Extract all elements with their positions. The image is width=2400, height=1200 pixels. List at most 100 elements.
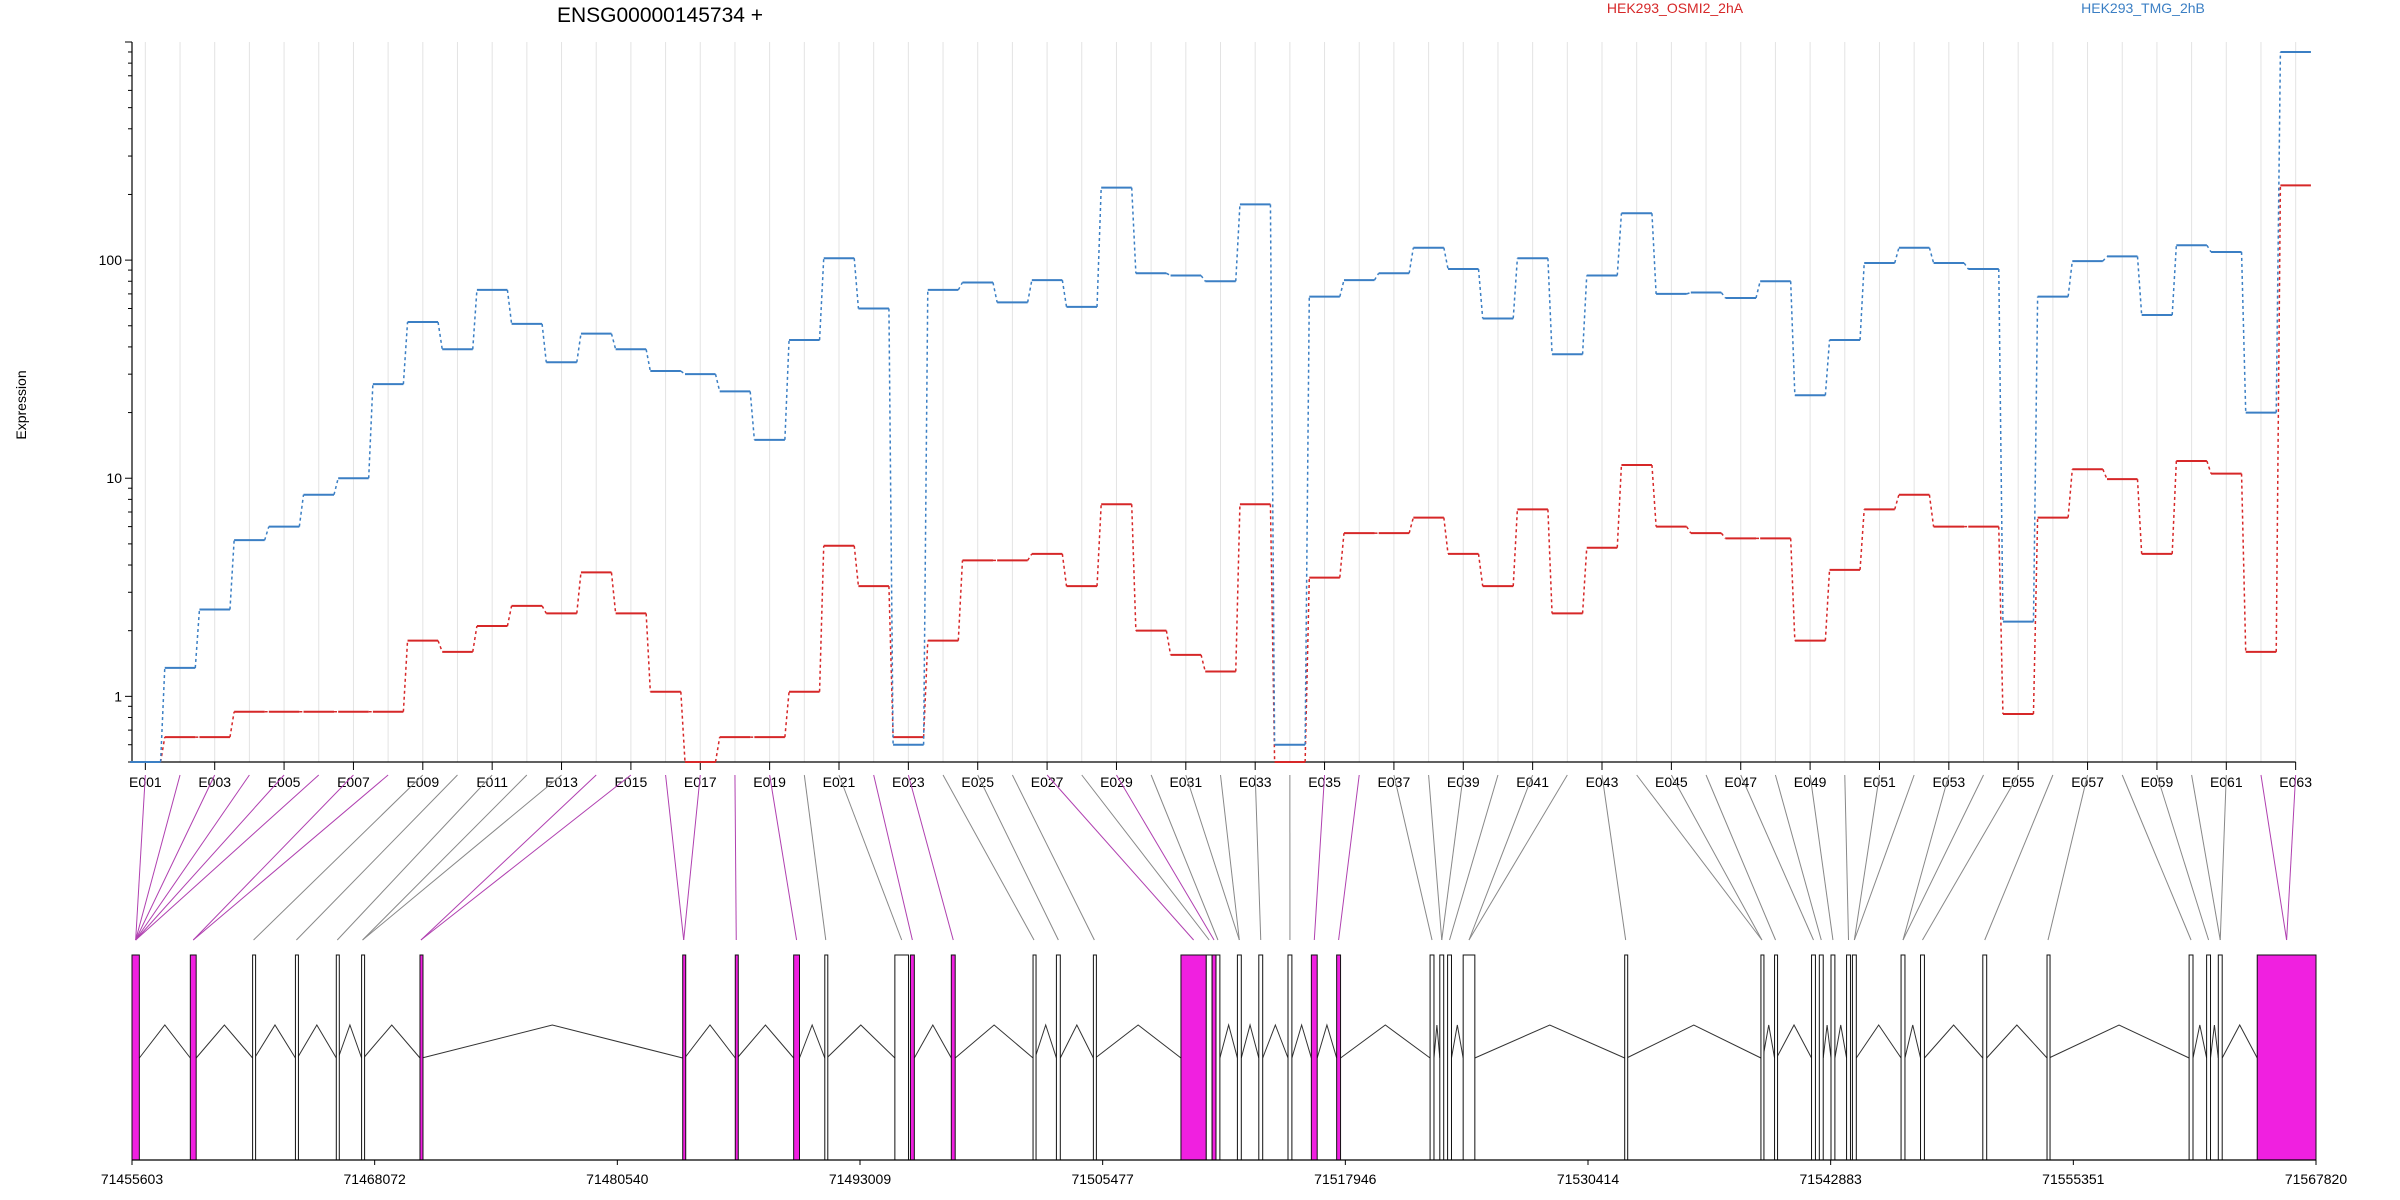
intron-line <box>799 1023 826 1059</box>
gene-model <box>131 954 2317 1161</box>
exon-connector <box>1902 774 1950 941</box>
exon-connector <box>1601 774 1627 941</box>
exon <box>1236 954 1242 1161</box>
exon-connector <box>135 774 250 941</box>
x-tick-label: E051 <box>1863 774 1896 790</box>
series-connector <box>853 258 860 309</box>
series-connector <box>1235 504 1241 672</box>
y-axis: 1 10 100 <box>99 41 133 763</box>
series-connector <box>2136 256 2143 316</box>
x-tick-label: E025 <box>961 774 994 790</box>
exon-connector <box>1428 774 1443 941</box>
intron-line <box>421 1024 683 1059</box>
exon <box>1205 954 1213 1161</box>
x-tick-label: E035 <box>1308 774 1341 790</box>
series-connector <box>888 586 894 738</box>
exon-highlighted <box>131 954 140 1161</box>
exon-highlighted <box>950 954 956 1161</box>
series-connector <box>1061 279 1068 308</box>
exon-connector <box>1809 774 1834 941</box>
y-tick-label: 100 <box>99 252 123 268</box>
series-connector <box>2136 479 2143 554</box>
exon-connector <box>135 774 216 941</box>
exon-connector <box>1468 774 1534 941</box>
series-connector <box>1789 538 1796 641</box>
exon-connector <box>734 774 737 941</box>
exon <box>1982 954 1988 1161</box>
exon <box>1818 954 1824 1161</box>
series-connector <box>1686 291 1692 295</box>
series-connector <box>159 737 166 763</box>
exon <box>2188 954 2194 1161</box>
series-connector <box>2206 244 2212 253</box>
exon-connector <box>1254 774 1262 941</box>
exon-connector <box>1670 774 1763 941</box>
exon <box>294 954 299 1161</box>
series-connector <box>1477 553 1484 587</box>
series-connector <box>1026 279 1033 303</box>
x-tick-label: E017 <box>684 774 717 790</box>
exon <box>1851 954 1857 1161</box>
exon <box>1846 954 1851 1161</box>
exon-connector <box>1774 774 1822 941</box>
intron-line <box>138 1024 191 1059</box>
exon-connector <box>336 774 493 941</box>
series-connector <box>1304 296 1311 745</box>
series-connector <box>1200 654 1206 672</box>
y-axis-label: Expression <box>13 370 29 439</box>
series-connector <box>784 340 790 440</box>
intron-line <box>1762 1024 1776 1059</box>
intron-line <box>1240 1023 1260 1059</box>
series-connector <box>1720 532 1727 539</box>
series-connector <box>541 605 547 614</box>
intron-line <box>1219 1023 1238 1059</box>
series-connector <box>1061 553 1068 587</box>
exon-highlighted <box>682 954 687 1161</box>
series-connector <box>2032 517 2039 715</box>
exon <box>1624 954 1629 1161</box>
exon-connector <box>873 774 913 941</box>
series-connector <box>2032 296 2039 622</box>
x-tick-label: E055 <box>2002 774 2035 790</box>
series-connector <box>645 613 652 692</box>
series-connector <box>1027 553 1033 561</box>
series-connector <box>1373 272 1380 281</box>
intron-line <box>1822 1024 1832 1059</box>
series-connector <box>1824 569 1831 641</box>
series-connector <box>992 282 998 303</box>
exon-connector <box>2260 774 2288 941</box>
series-connector <box>888 308 894 745</box>
x-tick-label: E027 <box>1031 774 1064 790</box>
series-connector <box>1581 275 1588 355</box>
genomic-tick-label: 71555351 <box>2042 1171 2105 1187</box>
series-connector <box>263 526 270 541</box>
series-connector <box>471 289 478 350</box>
intron-line <box>1340 1024 1431 1059</box>
series-connector <box>159 667 166 763</box>
series-connector <box>1998 526 2004 715</box>
intron-line <box>684 1024 736 1059</box>
intron-line <box>1904 1024 1922 1059</box>
exon-connector <box>420 774 632 941</box>
exon-connector <box>135 774 320 941</box>
series-connector <box>229 711 235 738</box>
exon <box>1447 954 1452 1161</box>
series-connector <box>1651 464 1657 527</box>
series-connector <box>1651 213 1657 294</box>
exon-connector <box>2121 774 2192 941</box>
exon-highlighted <box>1336 954 1342 1161</box>
exon <box>1900 954 1906 1161</box>
exon-highlighted <box>419 954 424 1161</box>
x-tick-label: E037 <box>1378 774 1411 790</box>
genomic-tick-label: 71455603 <box>101 1171 164 1187</box>
exon-connector <box>683 774 701 941</box>
x-tick-label: E043 <box>1586 774 1619 790</box>
exon-connector <box>2286 774 2297 941</box>
exon-connector <box>1220 774 1240 941</box>
intron-line <box>363 1024 421 1059</box>
series-connector <box>1512 509 1519 587</box>
intron-line <box>1924 1024 1984 1059</box>
exon <box>1830 954 1836 1161</box>
series-connector <box>1165 630 1172 655</box>
exon-connector <box>1338 774 1360 941</box>
